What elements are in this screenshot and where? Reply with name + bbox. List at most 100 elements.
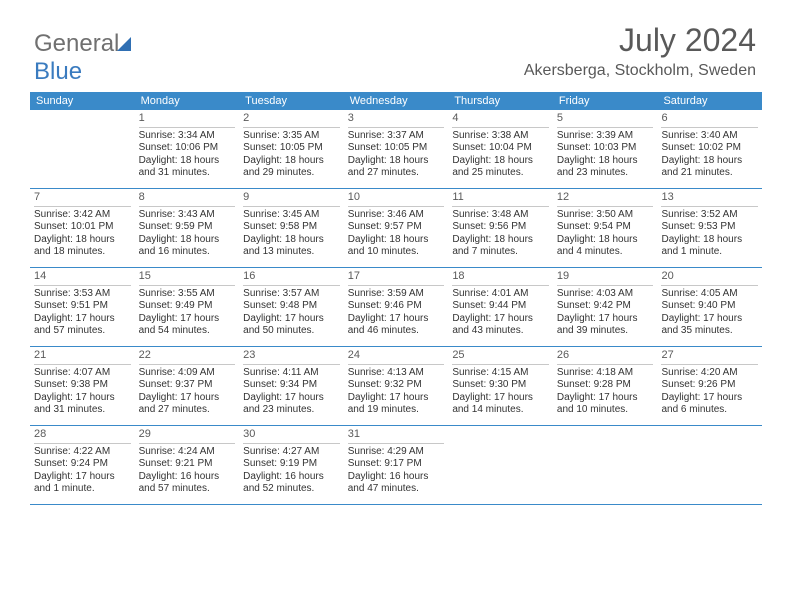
daylight-text: Daylight: 16 hours: [139, 471, 236, 484]
calendar-cell: 1Sunrise: 3:34 AMSunset: 10:06 PMDayligh…: [135, 110, 240, 188]
sunrise-text: Sunrise: 4:07 AM: [34, 367, 131, 380]
sunrise-text: Sunrise: 4:13 AM: [348, 367, 445, 380]
calendar-cell: [553, 426, 658, 504]
sunrise-text: Sunrise: 4:15 AM: [452, 367, 549, 380]
sunrise-text: Sunrise: 3:39 AM: [557, 130, 654, 143]
calendar-cell: 27Sunrise: 4:20 AMSunset: 9:26 PMDayligh…: [657, 347, 762, 425]
day-number: 15: [139, 270, 236, 286]
sunrise-text: Sunrise: 4:20 AM: [661, 367, 758, 380]
day-number: 21: [34, 349, 131, 365]
daylight-text: and 57 minutes.: [34, 325, 131, 338]
daylight-text: and 50 minutes.: [243, 325, 340, 338]
day-number: 1: [139, 112, 236, 128]
calendar-cell: 10Sunrise: 3:46 AMSunset: 9:57 PMDayligh…: [344, 189, 449, 267]
day-number: 12: [557, 191, 654, 207]
daylight-text: and 23 minutes.: [557, 167, 654, 180]
sunrise-text: Sunrise: 3:46 AM: [348, 209, 445, 222]
sunset-text: Sunset: 9:37 PM: [139, 379, 236, 392]
daylight-text: and 46 minutes.: [348, 325, 445, 338]
sunset-text: Sunset: 10:04 PM: [452, 142, 549, 155]
calendar-cell: 11Sunrise: 3:48 AMSunset: 9:56 PMDayligh…: [448, 189, 553, 267]
daylight-text: and 29 minutes.: [243, 167, 340, 180]
calendar-week: 28Sunrise: 4:22 AMSunset: 9:24 PMDayligh…: [30, 426, 762, 505]
daylight-text: and 14 minutes.: [452, 404, 549, 417]
daylight-text: Daylight: 17 hours: [34, 313, 131, 326]
sunset-text: Sunset: 9:46 PM: [348, 300, 445, 313]
sunrise-text: Sunrise: 3:37 AM: [348, 130, 445, 143]
daylight-text: Daylight: 17 hours: [661, 313, 758, 326]
daylight-text: Daylight: 18 hours: [661, 155, 758, 168]
calendar-cell: 7Sunrise: 3:42 AMSunset: 10:01 PMDayligh…: [30, 189, 135, 267]
sunset-text: Sunset: 9:21 PM: [139, 458, 236, 471]
calendar-cell: 8Sunrise: 3:43 AMSunset: 9:59 PMDaylight…: [135, 189, 240, 267]
daylight-text: and 13 minutes.: [243, 246, 340, 259]
brand-part2: Blue: [34, 58, 82, 85]
sunrise-text: Sunrise: 3:34 AM: [139, 130, 236, 143]
sunset-text: Sunset: 9:54 PM: [557, 221, 654, 234]
calendar-cell: 21 Sunrise: 4:07 AMSunset: 9:38 PMDayligh…: [30, 347, 135, 425]
daylight-text: Daylight: 17 hours: [557, 313, 654, 326]
daylight-text: and 1 minute.: [661, 246, 758, 259]
daylight-text: Daylight: 18 hours: [139, 234, 236, 247]
sunrise-text: Sunrise: 4:03 AM: [557, 288, 654, 301]
sunset-text: Sunset: 10:01 PM: [34, 221, 131, 234]
sunset-text: Sunset: 9:51 PM: [34, 300, 131, 313]
sunset-text: Sunset: 9:57 PM: [348, 221, 445, 234]
sunrise-text: Sunrise: 3:57 AM: [243, 288, 340, 301]
sunrise-text: Sunrise: 4:09 AM: [139, 367, 236, 380]
sunrise-text: Sunrise: 4:24 AM: [139, 446, 236, 459]
sunrise-text: Sunrise: 3:38 AM: [452, 130, 549, 143]
sunset-text: Sunset: 9:17 PM: [348, 458, 445, 471]
location-text: Akersberga, Stockholm, Sweden: [524, 62, 756, 80]
day-number: 16: [243, 270, 340, 286]
day-number: 10: [348, 191, 445, 207]
daylight-text: and 43 minutes.: [452, 325, 549, 338]
calendar-cell: 24Sunrise: 4:13 AMSunset: 9:32 PMDayligh…: [344, 347, 449, 425]
sunset-text: Sunset: 9:38 PM: [34, 379, 131, 392]
calendar-cell: 30 Sunrise: 4:27 AMSunset: 9:19 PMDayligh…: [239, 426, 344, 504]
daylight-text: and 25 minutes.: [452, 167, 549, 180]
day-number: 30: [243, 428, 340, 444]
day-number: 18: [452, 270, 549, 286]
calendar-cell: [657, 426, 762, 504]
day-number: 7: [34, 191, 131, 207]
daylight-text: Daylight: 17 hours: [34, 392, 131, 405]
day-number: 28: [34, 428, 131, 444]
weekday-header: Sunday Monday Tuesday Wednesday Thursday…: [30, 92, 762, 110]
daylight-text: and 27 minutes.: [139, 404, 236, 417]
daylight-text: and 4 minutes.: [557, 246, 654, 259]
calendar-cell: 22Sunrise: 4:09 AMSunset: 9:37 PMDayligh…: [135, 347, 240, 425]
day-number: 14: [34, 270, 131, 286]
sunset-text: Sunset: 9:42 PM: [557, 300, 654, 313]
sunset-text: Sunset: 9:34 PM: [243, 379, 340, 392]
sunrise-text: Sunrise: 3:50 AM: [557, 209, 654, 222]
daylight-text: Daylight: 16 hours: [243, 471, 340, 484]
daylight-text: and 31 minutes.: [139, 167, 236, 180]
brand-logo: General Blue: [34, 30, 131, 86]
sunrise-text: Sunrise: 3:48 AM: [452, 209, 549, 222]
sunset-text: Sunset: 9:30 PM: [452, 379, 549, 392]
calendar-cell: 29Sunrise: 4:24 AMSunset: 9:21 PMDayligh…: [135, 426, 240, 504]
daylight-text: Daylight: 17 hours: [139, 392, 236, 405]
daylight-text: and 31 minutes.: [34, 404, 131, 417]
daylight-text: and 52 minutes.: [243, 483, 340, 496]
weekday-fri: Friday: [553, 92, 658, 110]
brand-part1: General: [34, 30, 119, 57]
sunset-text: Sunset: 9:32 PM: [348, 379, 445, 392]
day-number: 25: [452, 349, 549, 365]
calendar-cell: 13Sunrise: 3:52 AMSunset: 9:53 PMDayligh…: [657, 189, 762, 267]
sunrise-text: Sunrise: 3:59 AM: [348, 288, 445, 301]
sunrise-text: Sunrise: 3:52 AM: [661, 209, 758, 222]
sunrise-text: Sunrise: 4:05 AM: [661, 288, 758, 301]
sunset-text: Sunset: 9:48 PM: [243, 300, 340, 313]
sunset-text: Sunset: 9:19 PM: [243, 458, 340, 471]
sunset-text: Sunset: 10:06 PM: [139, 142, 236, 155]
sunset-text: Sunset: 9:26 PM: [661, 379, 758, 392]
sunrise-text: Sunrise: 3:53 AM: [34, 288, 131, 301]
weekday-thu: Thursday: [448, 92, 553, 110]
sunrise-text: Sunrise: 4:27 AM: [243, 446, 340, 459]
calendar-cell: 26Sunrise: 4:18 AMSunset: 9:28 PMDayligh…: [553, 347, 658, 425]
daylight-text: Daylight: 17 hours: [139, 313, 236, 326]
daylight-text: Daylight: 18 hours: [557, 155, 654, 168]
calendar-cell: 25Sunrise: 4:15 AMSunset: 9:30 PMDayligh…: [448, 347, 553, 425]
